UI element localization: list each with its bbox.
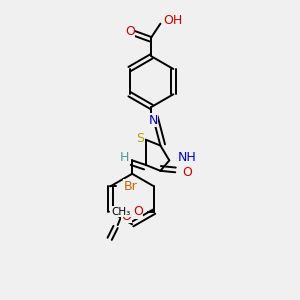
Text: OH: OH (163, 14, 182, 27)
Text: O: O (121, 210, 131, 223)
Text: H: H (120, 151, 129, 164)
Text: CH₃: CH₃ (111, 207, 130, 217)
Text: N: N (148, 114, 158, 127)
Text: O: O (182, 166, 192, 179)
Text: S: S (136, 132, 144, 145)
Text: O: O (125, 25, 135, 38)
Text: Br: Br (124, 180, 137, 193)
Text: O: O (133, 205, 143, 218)
Text: NH: NH (178, 151, 197, 164)
